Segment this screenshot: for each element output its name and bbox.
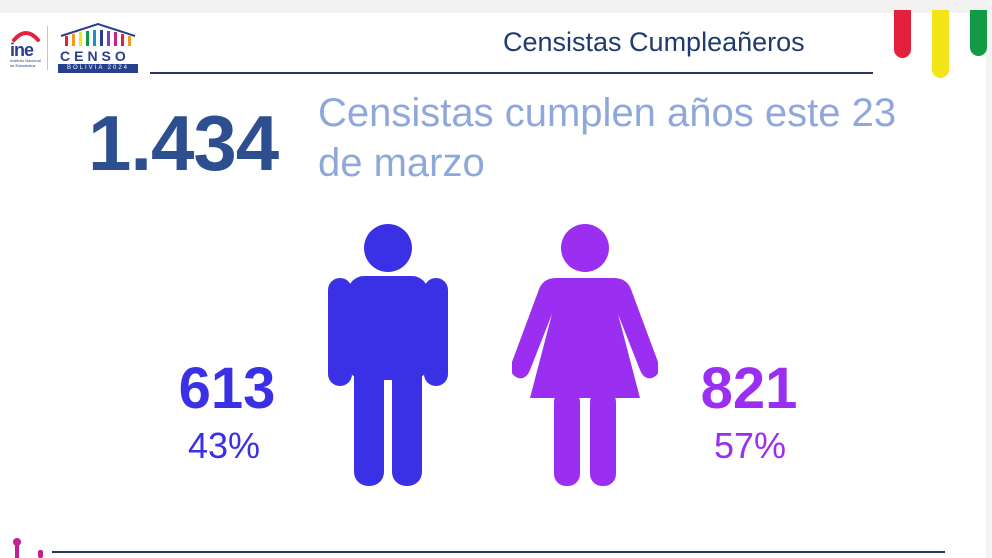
ine-logo-text: ine bbox=[10, 40, 34, 60]
flag-yellow-stripe bbox=[932, 10, 949, 78]
ine-logo-subtitle: Instituto Nacional de Estadística bbox=[10, 58, 41, 68]
ine-logo bbox=[12, 31, 40, 42]
headline-text: Censistas cumplen años este 23 de marzo bbox=[318, 91, 897, 185]
female-figure-icon bbox=[512, 224, 658, 486]
top-strip bbox=[0, 0, 992, 13]
flag-green-stripe bbox=[970, 10, 987, 56]
censo-logo bbox=[60, 22, 136, 46]
page-title: Censistas Cumpleañeros bbox=[503, 27, 805, 57]
header-divider bbox=[150, 72, 873, 74]
corner-decoration bbox=[13, 538, 43, 558]
right-edge bbox=[986, 0, 992, 558]
footer-divider bbox=[52, 551, 945, 553]
female-percent: 57% bbox=[713, 425, 787, 466]
censo-logo-subtitle: BOLIVIA 2024 bbox=[58, 64, 138, 73]
female-count: 821 bbox=[700, 356, 798, 421]
male-figure-icon bbox=[328, 224, 448, 486]
total-count: 1.434 bbox=[88, 99, 279, 187]
flag-red-stripe bbox=[894, 10, 911, 58]
male-count: 613 bbox=[178, 356, 276, 421]
male-percent: 43% bbox=[187, 425, 261, 466]
logo-divider bbox=[47, 26, 48, 70]
censo-logo-word: CENSO bbox=[60, 48, 130, 64]
